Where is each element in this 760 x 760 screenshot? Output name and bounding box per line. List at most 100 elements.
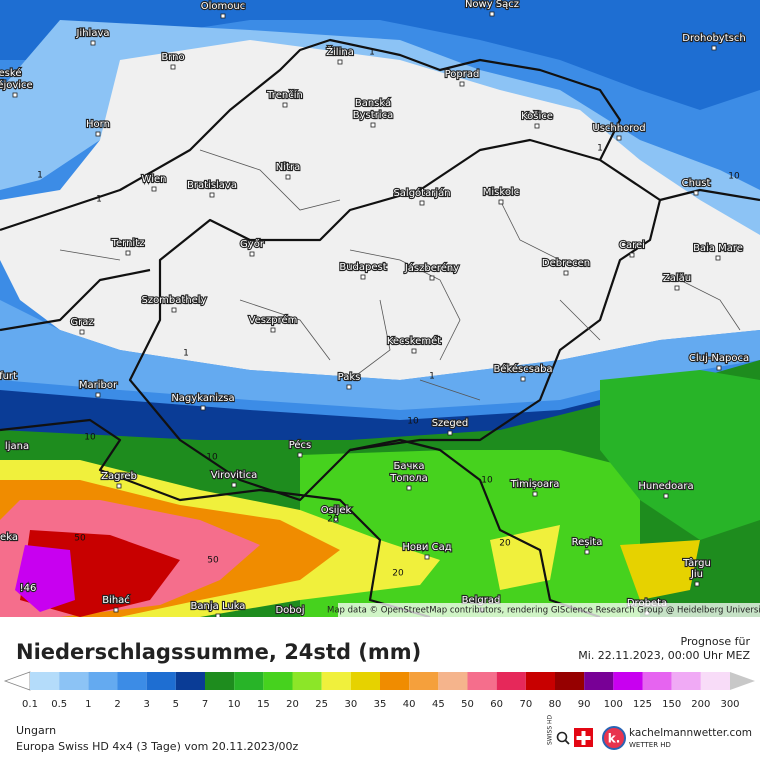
city-label: Banja Luka: [191, 601, 246, 612]
city-marker: [370, 122, 376, 128]
legend-swatch: [146, 672, 176, 690]
contour-label: 20: [499, 539, 511, 549]
city-label: Pécs: [289, 439, 312, 451]
legend-swatch: [671, 672, 701, 690]
city-label: Graz: [70, 317, 93, 328]
legend-swatch: [205, 672, 235, 690]
city-label: Debrecen: [542, 258, 590, 269]
city-label: Paks: [338, 372, 361, 383]
city-label: Nowy Sącz: [465, 0, 519, 10]
city-marker: [520, 376, 526, 382]
contour-label: 10: [728, 172, 740, 182]
city-label: furt: [0, 371, 17, 382]
city-label: Miskolc: [483, 187, 519, 198]
city-marker: [406, 485, 412, 491]
city-label: Reșita: [572, 537, 603, 548]
city-marker: [429, 275, 435, 281]
city-marker: [113, 607, 119, 613]
legend-label: 0.5: [51, 699, 67, 710]
legend-label: 20: [286, 699, 299, 710]
city-label: Maribor: [79, 380, 118, 391]
city-label: Bystrica: [353, 110, 393, 121]
city-marker: [209, 192, 215, 198]
city-label: Békéscsaba: [493, 363, 552, 375]
city-marker: [498, 199, 504, 205]
city-marker: [715, 255, 721, 261]
city-marker: [220, 13, 226, 19]
city-label: Budapest: [339, 262, 386, 273]
legend-arrow-right: [730, 672, 755, 690]
city-label: Olomouc: [201, 1, 245, 12]
forecast-label: Prognose für: [681, 635, 751, 648]
city-marker: [170, 64, 176, 70]
region-name: Ungarn: [16, 724, 56, 737]
legend-label: 50: [461, 699, 474, 710]
city-marker: [116, 483, 122, 489]
contour-label: !46: [20, 583, 37, 594]
legend-swatch: [642, 672, 672, 690]
city-marker: [616, 135, 622, 141]
city-label: Uschhorod: [592, 123, 645, 134]
legend-label: 40: [403, 699, 416, 710]
contour-label: 1: [37, 171, 43, 181]
city-label: Wien: [142, 174, 167, 185]
city-marker: [346, 384, 352, 390]
legend-swatch: [263, 672, 293, 690]
city-marker: [79, 329, 85, 335]
city-marker: [584, 549, 590, 555]
legend-label: 5: [173, 699, 179, 710]
city-marker: [171, 307, 177, 313]
city-label: Győr: [240, 238, 265, 250]
precipitation-map: Olomouc Nowy Sącz Jihlava Brno Žilina Drohoby…: [0, 0, 760, 617]
city-marker: [489, 11, 495, 17]
legend: Niederschlagssumme, 24std (mm) Prognose …: [3, 635, 755, 753]
contour-label: 1: [597, 144, 603, 154]
city-label: ljana: [5, 441, 29, 452]
city-label: Zalău: [663, 273, 691, 284]
legend-label: 60: [490, 699, 503, 710]
legend-swatch: [584, 672, 614, 690]
city-marker: [563, 270, 569, 276]
city-label: Trenčín: [266, 89, 303, 101]
contour-label: 10: [481, 476, 493, 486]
city-label: Timișoara: [510, 479, 560, 490]
contour-label: 1: [429, 372, 435, 382]
contour-label: 10: [206, 453, 218, 463]
city-marker: [532, 491, 538, 497]
city-label: Poprad: [445, 69, 480, 80]
city-marker: [95, 392, 101, 398]
city-marker: [411, 348, 417, 354]
city-marker: [285, 174, 291, 180]
legend-label: 200: [691, 699, 710, 710]
legend-label: 70: [519, 699, 532, 710]
city-marker: [200, 405, 206, 411]
legend-label: 90: [578, 699, 591, 710]
city-marker: [151, 186, 157, 192]
city-label: Nitra: [276, 162, 300, 173]
legend-swatch: [88, 672, 118, 690]
legend-swatch: [59, 672, 89, 690]
city-marker: [231, 482, 237, 488]
legend-swatch: [234, 672, 264, 690]
city-marker: [270, 327, 276, 333]
city-label: Baia Mare: [693, 243, 743, 254]
legend-label: 10: [228, 699, 241, 710]
legend-swatch: [292, 672, 322, 690]
city-marker: [282, 102, 288, 108]
city-marker: [125, 250, 131, 256]
city-label: Kecskemét: [387, 335, 441, 347]
city-label: Chust: [682, 178, 711, 189]
city-marker: [447, 430, 453, 436]
legend-swatch: [30, 672, 60, 690]
contour-label: 1: [183, 349, 189, 359]
legend-swatch: [613, 672, 643, 690]
legend-swatch: [555, 672, 585, 690]
legend-swatch: [409, 672, 439, 690]
legend-label: 0.1: [22, 699, 38, 710]
legend-swatch: [438, 672, 468, 690]
title: Niederschlagssumme, 24std (mm): [16, 640, 421, 664]
swiss-hd-badge: SWISS HD: [547, 714, 554, 745]
city-label: ějovice: [0, 79, 33, 91]
city-marker: [693, 190, 699, 196]
